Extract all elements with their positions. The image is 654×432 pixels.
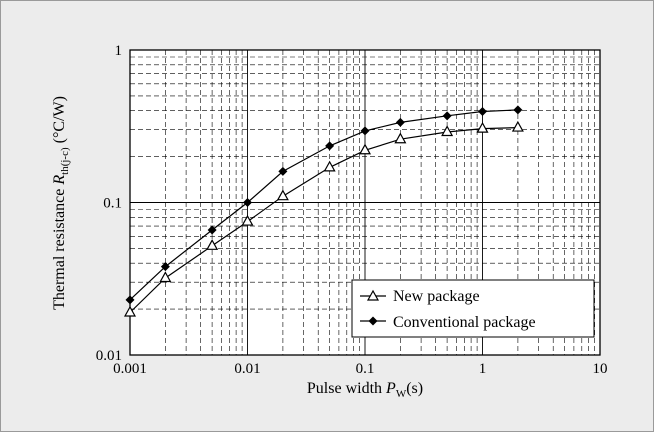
data-point-conventional-package [360, 126, 370, 136]
legend-box [351, 279, 595, 338]
data-point-new-package [323, 160, 336, 172]
data-point-conventional-package [160, 262, 170, 272]
x-tick-label: 0.1 [356, 361, 375, 377]
data-point-conventional-package [207, 225, 217, 235]
legend: New package Conventional package [351, 279, 595, 338]
data-point-new-package [511, 120, 524, 132]
data-point-conventional-package [395, 117, 405, 127]
y-tick-label: 1 [115, 43, 123, 59]
data-point-conventional-package [325, 141, 335, 151]
legend-marker-triangle [366, 289, 380, 301]
data-point-new-package [241, 214, 254, 226]
data-point-new-package [476, 121, 489, 133]
grid [130, 50, 600, 355]
data-point-conventional-package [513, 105, 523, 115]
data-point-new-package [206, 239, 219, 250]
legend-marker-diamond [368, 316, 378, 326]
y-tick-label: 0.01 [96, 348, 122, 364]
data-point-conventional-package [278, 166, 288, 176]
x-tick-label: 1 [479, 361, 487, 377]
x-tick-label: 0.001 [113, 361, 147, 377]
y-tick-label: 0.1 [103, 196, 122, 212]
x-tick-label: 0.01 [234, 361, 260, 377]
x-axis-label: Pulse width PW(s) [307, 380, 423, 400]
data-point-new-package [159, 271, 172, 283]
y-axis-label: Thermal resistance Rth(j-c) (°C/W) [51, 96, 71, 310]
data-point-new-package [358, 143, 372, 155]
data-point-conventional-package [442, 111, 452, 121]
y-axis-ticks: 0.01 0.1 1 [96, 43, 122, 364]
x-tick-label: 10 [593, 361, 608, 377]
legend-label-conventional-package: Conventional package [393, 314, 536, 331]
data-point-new-package [394, 132, 407, 144]
legend-label-new-package: New package [393, 288, 480, 305]
data-point-new-package [441, 125, 454, 137]
x-axis-ticks: 0.001 0.01 0.1 1 10 [113, 361, 607, 377]
data-point-conventional-package [243, 198, 252, 207]
data-point-conventional-package [478, 107, 487, 117]
series-group [123, 105, 524, 317]
plot-border [129, 49, 601, 356]
data-point-new-package [123, 305, 137, 317]
data-point-conventional-package [125, 295, 135, 305]
data-point-new-package [276, 189, 289, 201]
